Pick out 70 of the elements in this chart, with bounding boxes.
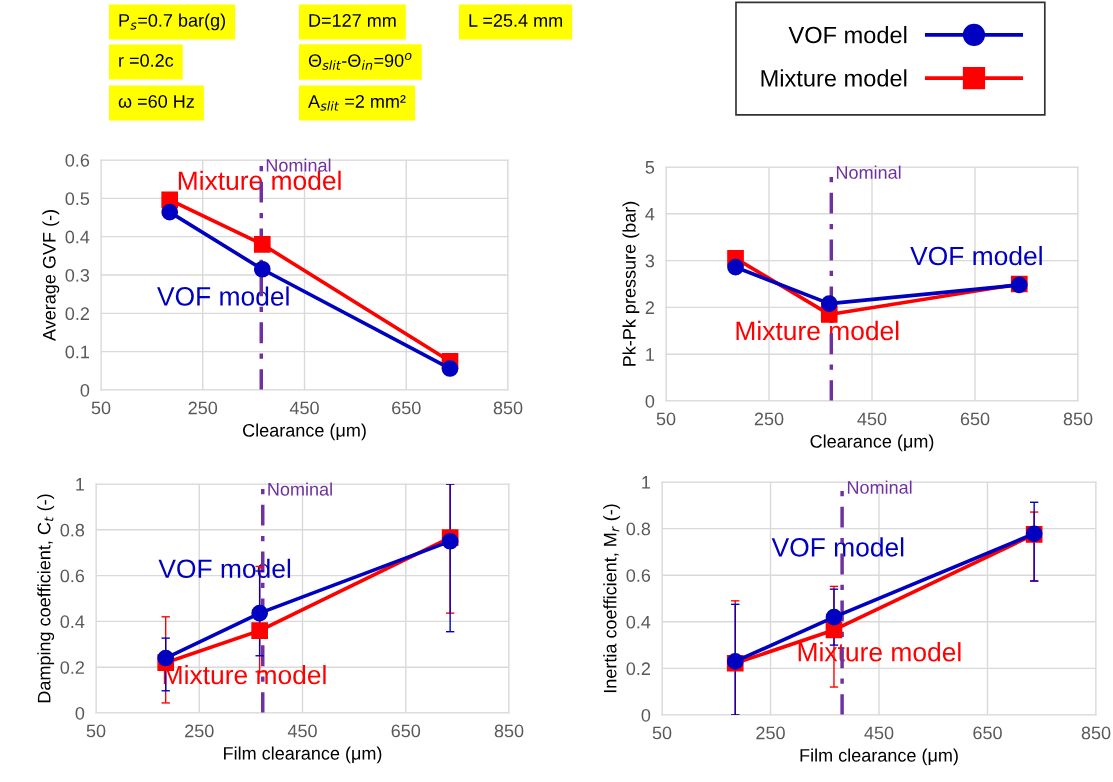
y-tick-label: 0.1: [65, 345, 90, 359]
x-tick-label: 250: [756, 726, 785, 740]
y-tick-label: 1: [646, 348, 655, 361]
x-tick-label: 650: [392, 401, 421, 415]
y-axis-title: Inertia coefficient, M$_{r}$ (-): [603, 504, 621, 693]
y-tick-label: 0.6: [65, 153, 90, 167]
x-tick-label: 850: [1063, 412, 1093, 426]
y-axis-title: Pk-Pk pressure (bar): [622, 201, 640, 366]
y-tick-label: 0.5: [65, 192, 90, 206]
x-tick-label: 650: [973, 726, 1002, 740]
y-axis-title: Damping coefficient, C$_{t}$ (-): [37, 494, 55, 703]
x-tick-label: 50: [656, 412, 676, 426]
x-tick-label: 850: [494, 724, 524, 738]
legend-label: VOF model: [788, 26, 907, 44]
y-tick-label: 0.6: [60, 569, 85, 583]
x-axis-title: Clearance (μm): [810, 434, 934, 452]
ref-line-label: Nominal: [268, 482, 332, 496]
text: L =25.4 mm: [469, 14, 562, 27]
y-tick-label: 0.4: [626, 615, 651, 629]
x-tick-label: 450: [857, 412, 887, 426]
y-axis-title: Average GVF (-): [42, 210, 60, 342]
y-tick-label: 0.2: [60, 661, 84, 674]
y-tick-label: 0.8: [60, 523, 85, 537]
x-tick-label: 50: [91, 401, 111, 415]
ref-line-label: Nominal: [836, 165, 901, 179]
x-tick-label: 450: [864, 726, 894, 740]
x-axis-title: Film clearance (μm): [224, 746, 382, 764]
x-tick-label: 850: [1081, 726, 1111, 740]
series-label: VOF model: [771, 537, 904, 557]
x-tick-label: 650: [391, 724, 421, 738]
x-tick-label: 250: [185, 724, 214, 738]
text: VOF model: [910, 245, 1042, 266]
legend-label: Mixture model: [761, 69, 907, 87]
y-tick-label: 1: [642, 476, 651, 489]
y-tick-label: 2: [645, 301, 654, 314]
text: P$_{s}$=0.7 bar(g): [119, 13, 225, 31]
series-label: VOF model: [157, 286, 289, 306]
x-tick-label: 50: [652, 726, 672, 740]
x-tick-label: 450: [287, 724, 317, 738]
text: Mixture model: [736, 320, 899, 341]
x-axis-title: Clearance (μm): [243, 423, 366, 441]
y-tick-label: 5: [645, 161, 655, 174]
y-tick-label: 0: [75, 706, 85, 720]
text: A$_{slit}$ =2 mm²: [308, 95, 406, 111]
y-tick-label: 3: [645, 254, 655, 268]
x-tick-label: 650: [960, 412, 990, 426]
y-tick-label: 0.2: [65, 307, 89, 321]
y-tick-label: 0: [80, 383, 90, 397]
y-tick-label: 0.4: [60, 615, 85, 629]
y-tick-label: 4: [645, 207, 655, 221]
y-tick-label: 0.4: [65, 230, 90, 244]
x-axis-title: Film clearance (μm): [800, 748, 958, 766]
ref-line-label: Nominal: [266, 158, 331, 172]
y-tick-label: 0.2: [626, 662, 650, 676]
y-tick-label: 0.6: [626, 569, 651, 582]
y-tick-label: 0: [645, 394, 655, 408]
text: D=127 mm: [309, 14, 396, 27]
text: Θ$_{slit}$-Θ$_{in}$=90$^{o}$: [308, 52, 412, 70]
y-tick-label: 0.8: [626, 522, 651, 536]
y-tick-label: 0.3: [65, 268, 90, 282]
x-tick-label: 850: [493, 401, 523, 415]
text: ω =60 Hz: [118, 95, 194, 108]
ref-line-label: Nominal: [847, 480, 912, 494]
y-tick-label: 0: [641, 708, 651, 722]
y-tick-label: 1: [76, 478, 85, 491]
x-tick-label: 450: [289, 401, 319, 415]
x-tick-label: 50: [86, 724, 106, 738]
text: r =0.2c: [119, 54, 174, 67]
x-tick-label: 250: [754, 412, 784, 426]
x-tick-label: 250: [188, 401, 218, 415]
